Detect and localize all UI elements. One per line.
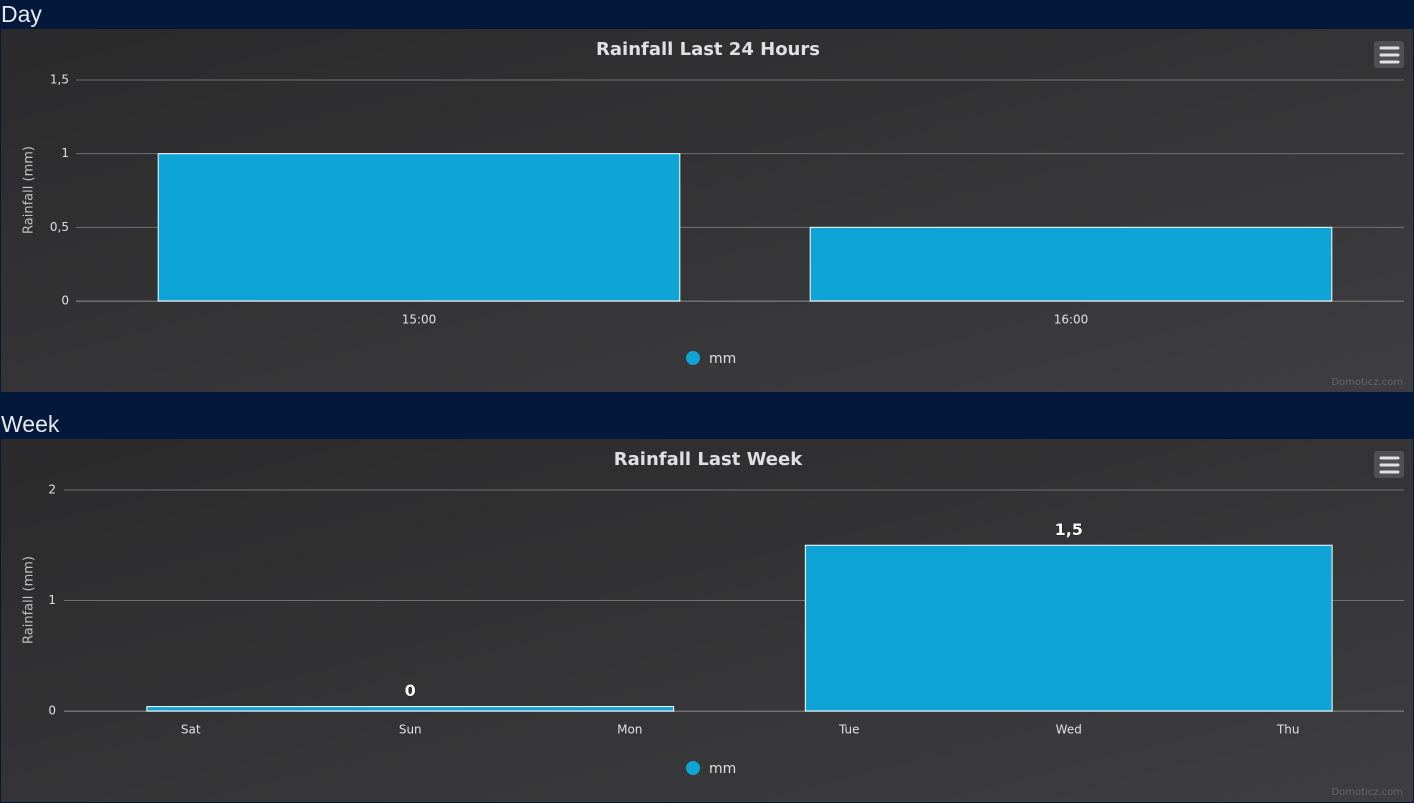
x-tick-label: 15:00: [402, 313, 437, 327]
x-tick-label: Mon: [617, 723, 642, 737]
y-axis-label: Rainfall (mm): [22, 556, 37, 644]
credit: Domoticz.com: [1331, 377, 1403, 388]
data-label: 0: [405, 681, 416, 700]
y-tick-label: 1: [48, 593, 56, 607]
y-axis-label: Rainfall (mm): [22, 146, 37, 234]
bar: [809, 226, 1333, 302]
chart-panel: Rainfall Last Week Rainfall (mm) 0 1 2 Sat Sun…: [1, 439, 1413, 802]
y-tick-label: 1,5: [50, 73, 69, 87]
chart-title: Rainfall Last Week: [614, 449, 803, 470]
y-tick-label: 0: [48, 704, 56, 718]
menu-button[interactable]: [1374, 451, 1404, 478]
x-tick-label: 16:00: [1054, 313, 1089, 327]
x-tick-label: Thu: [1276, 723, 1300, 737]
y-tick-label: 2: [48, 483, 56, 497]
x-tick-label: Sat: [181, 723, 201, 737]
bar: [157, 153, 681, 302]
legend-label[interactable]: mm: [709, 351, 736, 367]
bar: [804, 544, 1333, 712]
x-tick-label: Sun: [399, 723, 422, 737]
data-label: 1,5: [1055, 520, 1083, 539]
credit: Domoticz.com: [1331, 787, 1403, 798]
legend-marker: [686, 351, 700, 365]
menu-button[interactable]: [1374, 41, 1404, 68]
x-tick-label: Wed: [1056, 723, 1082, 737]
bar: [146, 706, 675, 712]
chart-title: Rainfall Last 24 Hours: [596, 39, 820, 60]
x-tick-label: Tue: [838, 723, 860, 737]
chart-panel: Rainfall Last 24 Hours Rainfall (mm) 0 0,5 1…: [1, 29, 1413, 392]
legend-label[interactable]: mm: [709, 761, 736, 777]
y-tick-label: 1: [61, 146, 69, 160]
section-heading: Week: [1, 411, 60, 437]
y-tick-label: 0: [61, 294, 69, 308]
section-heading: Day: [1, 1, 42, 27]
legend-marker: [686, 761, 700, 775]
y-tick-label: 0,5: [50, 220, 69, 234]
